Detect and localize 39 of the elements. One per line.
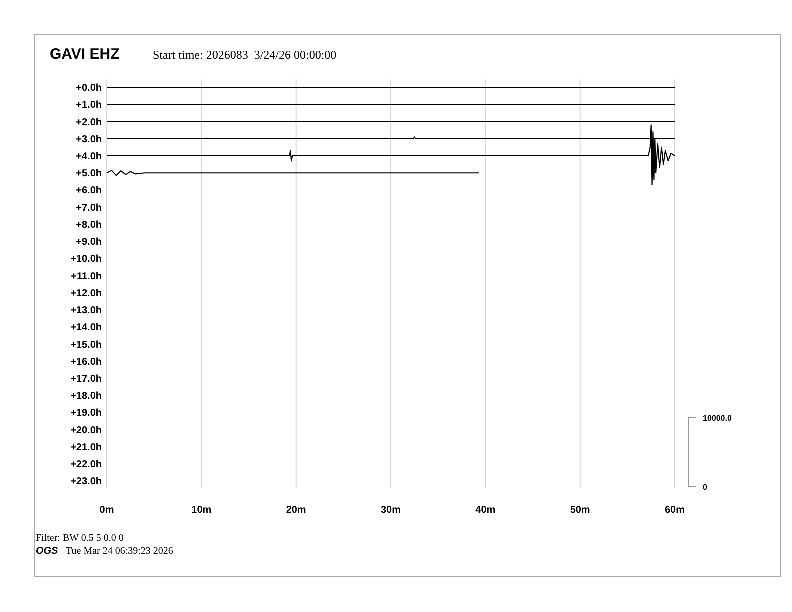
- y-tick-label: +0.0h: [76, 83, 102, 94]
- x-tick-label: 40m: [476, 505, 496, 516]
- x-tick-label: 50m: [570, 505, 590, 516]
- x-tick-label: 10m: [192, 505, 212, 516]
- y-tick-label: +18.0h: [70, 391, 102, 402]
- x-tick-label: 0m: [100, 505, 114, 516]
- y-tick-label: +23.0h: [70, 476, 102, 488]
- y-tick-label: +22.0h: [70, 460, 102, 471]
- y-tick-label: +2.0h: [76, 117, 102, 128]
- x-tick-label: 60m: [664, 505, 686, 516]
- y-tick-label: +7.0h: [76, 202, 102, 214]
- y-tick-label: +1.0h: [76, 100, 102, 112]
- y-tick-label: +11.0h: [71, 271, 102, 282]
- y-tick-label: +14.0h: [70, 322, 102, 334]
- y-tick-label: +13.0h: [70, 306, 102, 317]
- x-tick-label: 20m: [286, 505, 306, 516]
- y-tick-label: +10.0h: [70, 254, 102, 266]
- y-tick-label: +4.0h: [76, 152, 102, 163]
- y-tick-label: +3.0h: [76, 134, 102, 146]
- y-tick-label: +9.0h: [76, 237, 102, 248]
- y-tick-label: +12.0h: [70, 288, 102, 300]
- text: 0: [703, 482, 708, 492]
- y-tick-label: +21.0h: [70, 442, 102, 454]
- chart-subtitle: Start time: 2026083 3/24/26 00:00:00: [153, 48, 337, 62]
- chart-title: GAVI EHZ: [50, 46, 120, 63]
- x-tick-label: 30m: [380, 505, 402, 516]
- y-tick-label: +17.0h: [70, 374, 102, 385]
- text: Filter: BW 0.5 5 0.0 0: [36, 533, 124, 544]
- y-tick-label: +20.0h: [70, 425, 102, 436]
- y-tick-label: +8.0h: [76, 220, 102, 231]
- y-tick-label: +5.0h: [76, 168, 102, 180]
- y-tick-label: +15.0h: [70, 340, 102, 351]
- line-series: [106, 124, 676, 186]
- y-tick-label: +16.0h: [70, 356, 102, 368]
- text: 10000.0: [703, 414, 732, 423]
- y-tick-label: +19.0h: [70, 408, 102, 420]
- text: OGS: [36, 546, 59, 557]
- y-tick-label: +6.0h: [76, 186, 102, 197]
- text: Tue Mar 24 06:39:23 2026: [66, 546, 174, 557]
